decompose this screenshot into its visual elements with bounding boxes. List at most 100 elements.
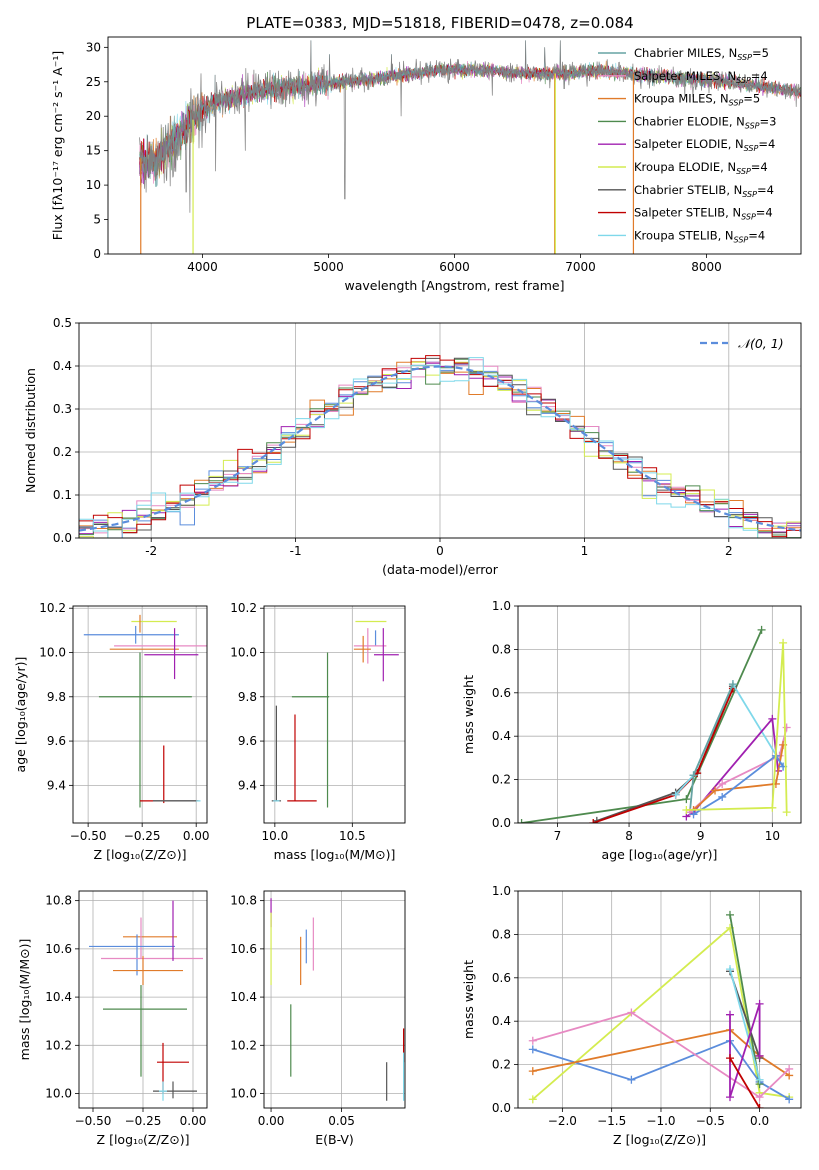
plus-marker	[689, 810, 698, 819]
weight-series	[682, 638, 791, 817]
y-tick-label: 9.6	[238, 734, 257, 748]
plus-marker	[671, 790, 680, 799]
plus-marker	[682, 805, 691, 814]
errorbar-point	[98, 652, 192, 808]
x-tick-label: −0.50	[70, 829, 107, 843]
y-tick-label: 0.0	[53, 531, 72, 545]
weight-series	[726, 1054, 764, 1108]
age_vs_mass-frame	[263, 605, 406, 824]
x-tick-label: -2	[145, 544, 157, 558]
legend-entry: Salpeter MILES, NSSP=4	[634, 69, 768, 85]
histogram-step	[79, 355, 801, 538]
y-tick-label: 10.0	[230, 646, 257, 660]
x-tick-label: −1.5	[597, 1114, 626, 1128]
spectrum-series-line	[139, 40, 801, 213]
residuals-xlabel: (data-model)/error	[382, 562, 499, 577]
y-tick-label: 0.1	[53, 488, 72, 502]
massweight_vs_age-frame	[517, 605, 802, 824]
y-tick-label: 0.2	[492, 773, 511, 787]
plus-marker	[689, 771, 698, 780]
y-tick-label: 9.6	[47, 734, 66, 748]
legend-entry: Kroupa ELODIE, NSSP=4	[634, 160, 768, 176]
y-tick-label: 10.4	[45, 990, 72, 1004]
mass_vs_Z-xlabel: Z [log₁₀(Z/Z⊙)]	[97, 1132, 190, 1147]
legend-entry: Kroupa STELIB, NSSP=4	[634, 228, 765, 244]
plus-marker	[726, 1093, 735, 1102]
massweight_vs_age-xlabel: age [log₁₀(age/yr)]	[602, 847, 718, 862]
y-tick-label: 10.0	[230, 1087, 257, 1101]
plus-marker	[726, 910, 735, 919]
errorbar-point	[113, 956, 183, 986]
x-tick-label: 0.05	[328, 1114, 355, 1128]
x-tick-label: −0.50	[75, 1114, 112, 1128]
errorbar-point	[83, 625, 179, 644]
plus-marker	[627, 1075, 636, 1084]
errorbar-point	[374, 628, 399, 682]
y-tick-label: 15	[86, 144, 101, 158]
x-tick-label: 2	[725, 544, 733, 558]
series-line	[532, 1011, 790, 1099]
mass_vs_EBV-frame	[263, 890, 406, 1109]
y-tick-label: 9.8	[238, 690, 257, 704]
massweight_vs_Z-plot-area	[528, 910, 794, 1108]
legend-entry: Salpeter ELODIE, NSSP=4	[634, 137, 775, 153]
massweight_vs_age-plot-area	[518, 625, 791, 823]
mass_vs_Z-frame	[78, 890, 208, 1109]
plus-marker	[782, 808, 791, 817]
legend-entry: Chabrier ELODIE, NSSP=3	[634, 114, 776, 130]
y-tick-label: 0.4	[492, 1014, 511, 1028]
errorbar-point	[353, 635, 371, 663]
spectrum-xlabel: wavelength [Angstrom, rest frame]	[344, 278, 564, 293]
x-tick-label: -1	[290, 544, 302, 558]
y-tick-label: 0.4	[492, 729, 511, 743]
x-tick-label: −0.5	[696, 1114, 725, 1128]
legend-entry: Kroupa MILES, NSSP=5	[634, 92, 760, 108]
y-tick-label: 9.4	[238, 778, 257, 792]
x-tick-label: 9	[697, 829, 705, 843]
y-tick-label: 0.0	[492, 1101, 511, 1115]
plus-marker	[528, 1045, 537, 1054]
spectrum-legend: Chabrier MILES, NSSP=5 Salpeter MILES, NS…	[598, 46, 776, 244]
spectrum-ylabel: Flux [fλ10⁻¹⁷ erg cm⁻² s⁻¹ A⁻¹]	[50, 51, 65, 240]
age_vs_Z-ylabel: age [log₁₀(age/yr)]	[13, 657, 28, 773]
y-tick-label: 0.2	[492, 1058, 511, 1072]
age_vs_mass-xlabel: mass [log₁₀(M/M⊙)]	[274, 847, 396, 862]
x-tick-label: 0.00	[258, 1114, 285, 1128]
errorbar-point	[103, 985, 187, 1077]
legend-entry: Chabrier STELIB, NSSP=4	[634, 183, 774, 199]
x-tick-label: −0.25	[125, 1114, 162, 1128]
y-tick-label: 10.2	[39, 601, 66, 615]
spectrum-axes: 4000 5000 6000 7000 8000 0 5 10 15 20 25 30 waveleng…	[50, 40, 722, 293]
errorbar-point	[287, 714, 317, 802]
x-tick-label: 1	[581, 544, 589, 558]
y-tick-label: 10.2	[230, 601, 257, 615]
plus-marker	[755, 1051, 764, 1060]
y-tick-label: 10	[86, 178, 101, 192]
massweight_vs_Z-frame	[517, 890, 802, 1109]
mass_vs_Z-ylabel: mass [log₁₀(M/M⊙)]	[17, 939, 32, 1061]
x-tick-label: 0	[436, 544, 444, 558]
errorbar-point	[89, 934, 175, 976]
massweight_vs_age-axes: 7 8 9 10 0.0 0.2 0.4 0.6 0.8 1.0 age [log₁₀(age/yr…	[461, 599, 801, 862]
plus-marker	[755, 1093, 764, 1102]
mass_vs_EBV-plot-area	[270, 898, 405, 1101]
y-tick-label: 0.6	[492, 686, 511, 700]
plus-marker	[711, 786, 720, 795]
x-tick-label: 5000	[313, 260, 344, 274]
massweight_vs_age-ylabel: mass weight	[461, 675, 476, 754]
x-tick-label: 7	[554, 829, 562, 843]
series-line	[692, 744, 784, 811]
y-tick-label: 10.0	[45, 1087, 72, 1101]
plus-marker	[627, 1008, 636, 1017]
plus-marker	[682, 795, 691, 804]
plus-marker	[755, 1075, 764, 1084]
mass_vs_Z-axes: −0.50 −0.25 0.00 10.0 10.2 10.4 10.6 10.8 Z [log…	[17, 891, 207, 1147]
series-line	[532, 1028, 790, 1077]
plus-marker	[726, 1010, 735, 1019]
series-line	[729, 1057, 761, 1108]
series-line	[729, 968, 761, 1081]
y-tick-label: 10.4	[230, 990, 257, 1004]
x-tick-label: 0.00	[180, 1114, 207, 1128]
y-tick-label: 25	[86, 75, 101, 89]
